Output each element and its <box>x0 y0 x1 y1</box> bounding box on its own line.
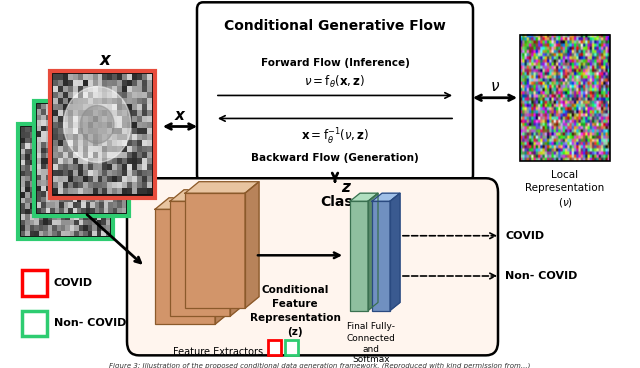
Polygon shape <box>185 182 259 193</box>
Text: Backward Flow (Generation): Backward Flow (Generation) <box>251 153 419 163</box>
Text: x: x <box>175 107 185 123</box>
Text: and: and <box>362 345 380 354</box>
Bar <box>170 201 230 316</box>
Bar <box>34 101 129 216</box>
Text: Local: Local <box>552 170 579 180</box>
Text: Non- COVID: Non- COVID <box>54 318 126 328</box>
Text: Representation: Representation <box>250 313 340 323</box>
Bar <box>22 270 47 296</box>
Bar <box>520 35 610 161</box>
Text: z: z <box>341 180 350 195</box>
Text: Connected: Connected <box>347 333 396 343</box>
FancyBboxPatch shape <box>197 2 473 182</box>
Polygon shape <box>230 190 244 316</box>
Text: Softmax: Softmax <box>352 355 390 364</box>
Bar <box>155 209 215 324</box>
Bar <box>285 340 298 355</box>
Text: $(\nu)$: $(\nu)$ <box>557 195 572 209</box>
Text: $\mathbf{x} = \mathrm{f}_{\theta}^{-1}(\nu, \mathbf{z})$: $\mathbf{x} = \mathrm{f}_{\theta}^{-1}(\… <box>301 127 369 147</box>
Bar <box>185 193 245 308</box>
Bar <box>372 201 390 311</box>
Text: (z): (z) <box>287 327 303 337</box>
Text: $\nu = \mathrm{f}_{\theta}(\mathbf{x}, \mathbf{z})$: $\nu = \mathrm{f}_{\theta}(\mathbf{x}, \… <box>305 74 365 90</box>
Text: Conditional: Conditional <box>261 285 329 295</box>
Text: Non- COVID: Non- COVID <box>505 271 577 281</box>
Polygon shape <box>81 106 114 144</box>
Polygon shape <box>155 198 229 209</box>
Polygon shape <box>390 193 400 311</box>
Bar <box>350 201 368 311</box>
Bar <box>268 340 281 355</box>
Text: Classifier: Classifier <box>320 195 392 209</box>
Text: Feature Extractors: Feature Extractors <box>173 347 263 357</box>
Text: x: x <box>100 51 110 69</box>
Text: Forward Flow (Inference): Forward Flow (Inference) <box>260 58 410 68</box>
Bar <box>18 124 113 239</box>
Polygon shape <box>245 182 259 308</box>
Polygon shape <box>368 193 378 311</box>
Text: COVID: COVID <box>54 278 93 288</box>
Polygon shape <box>170 190 244 201</box>
FancyBboxPatch shape <box>127 178 498 355</box>
Polygon shape <box>372 193 400 201</box>
Bar <box>22 311 47 336</box>
Text: COVID: COVID <box>505 231 544 241</box>
Text: Figure 3: Illustration of the proposed conditional data generation framework. (R: Figure 3: Illustration of the proposed c… <box>109 362 531 368</box>
Text: $\nu$: $\nu$ <box>490 79 500 94</box>
Text: Final Fully-: Final Fully- <box>347 322 395 331</box>
Text: Representation: Representation <box>525 183 605 193</box>
Text: Feature: Feature <box>272 299 318 309</box>
Bar <box>50 71 155 198</box>
Text: Conditional Generative Flow: Conditional Generative Flow <box>224 20 446 33</box>
Polygon shape <box>350 193 378 201</box>
Polygon shape <box>215 198 229 324</box>
Polygon shape <box>63 86 131 162</box>
